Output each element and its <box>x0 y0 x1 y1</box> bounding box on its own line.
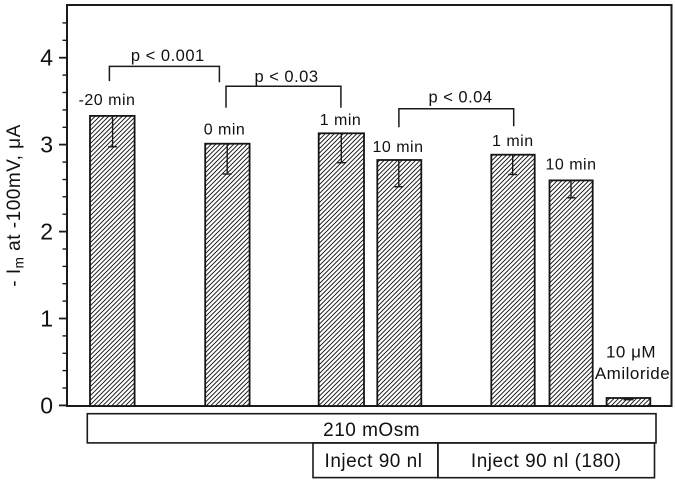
svg-text:Inject 90 nl (180): Inject 90 nl (180) <box>471 451 622 472</box>
svg-text:p < 0.04: p < 0.04 <box>428 88 492 106</box>
svg-text:210 mOsm: 210 mOsm <box>323 420 420 441</box>
svg-text:4: 4 <box>40 45 53 71</box>
svg-text:0 min: 0 min <box>204 122 246 139</box>
svg-text:2: 2 <box>40 219 53 245</box>
svg-text:1 min: 1 min <box>492 133 534 150</box>
svg-text:1: 1 <box>40 306 53 332</box>
svg-text:1 min: 1 min <box>320 112 362 129</box>
svg-text:-20 min: -20 min <box>79 92 136 109</box>
svg-text:10 min: 10 min <box>545 157 596 174</box>
svg-text:p < 0.03: p < 0.03 <box>254 68 318 86</box>
svg-text:3: 3 <box>40 132 53 158</box>
svg-text:Amiloride: Amiloride <box>595 364 670 383</box>
svg-text:p < 0.001: p < 0.001 <box>131 47 205 65</box>
svg-text:- Im at -100mV, μA: - Im at -100mV, μA <box>4 124 27 287</box>
svg-text:Inject 90 nl: Inject 90 nl <box>325 451 423 472</box>
svg-text:0: 0 <box>40 392 53 418</box>
svg-text:10 μM: 10 μM <box>606 343 656 362</box>
svg-text:10 min: 10 min <box>372 139 423 156</box>
